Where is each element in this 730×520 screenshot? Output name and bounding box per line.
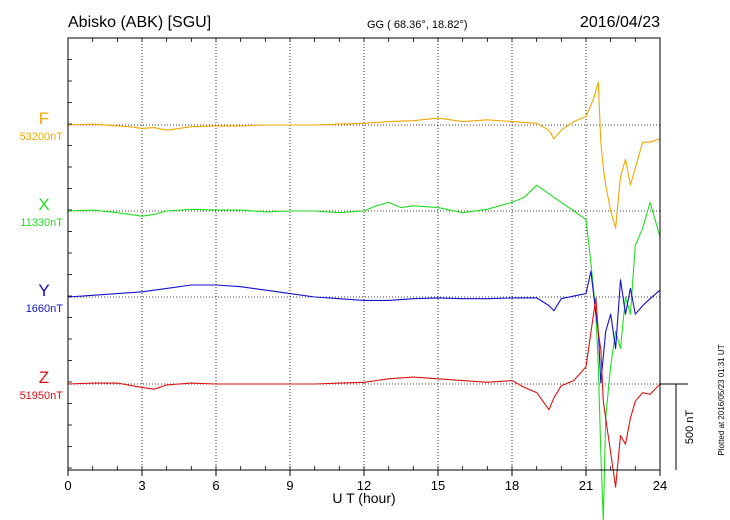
series-line-x [67,184,661,520]
scale-bar: 500 nT [660,383,696,470]
x-tick-label: 9 [286,478,293,493]
x-tick-label: 21 [579,478,593,493]
axis-ticks: 0 3 6 9 12 15 18 21 24 [64,37,667,493]
baseline-value-x: 11330nT [20,217,63,229]
date-label: 2016/04/23 [580,14,660,31]
baseline-value-f: 53200nT [20,131,64,143]
x-axis-label: U T (hour) [332,490,395,506]
x-tick-label: 24 [653,478,667,493]
x-tick-label: 18 [505,478,519,493]
series-name-y: Y [38,281,49,300]
baseline-value-z: 51950nT [20,390,64,402]
x-tick-label: 6 [212,478,219,493]
series-name-f: F [39,109,49,128]
station-title: Abisko (ABK) [SGU] [68,14,211,31]
series-line-y [67,270,661,384]
series-line-z [67,297,661,488]
x-tick-label: 0 [64,478,71,493]
x-tick-label: 3 [138,478,145,493]
plotted-timestamp: Plotted at 2016/05/23 01:31 UT [717,344,726,455]
series-lines [67,81,661,520]
x-tick-label: 12 [357,478,371,493]
series-line-f [67,81,661,229]
coordinates-label: GG ( 68.36°, 18.82°) [367,19,468,31]
scale-bar-label: 500 nT [684,410,696,445]
baseline-value-y: 1660nT [26,303,64,315]
x-tick-label: 15 [431,478,445,493]
series-name-x: X [38,195,49,214]
series-name-z: Z [39,368,49,387]
grid-lines [141,38,587,470]
series-labels: F 53200nT X 11330nT Y 1660nT Z 51950nT [20,109,64,402]
